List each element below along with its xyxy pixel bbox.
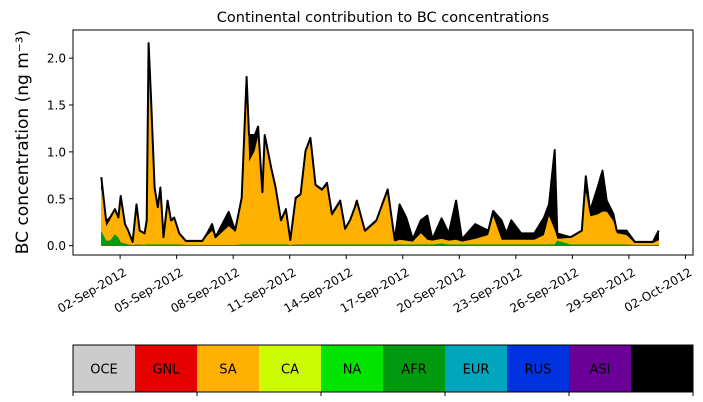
chart-title: Continental contribution to BC concentra… (217, 10, 549, 26)
legend-label-SA: SA (219, 363, 236, 378)
legend-label-GNL: GNL (152, 363, 180, 378)
legend-swatch-CA (259, 345, 322, 392)
plot-area (100, 42, 660, 247)
legend-swatch-EUR (445, 345, 508, 392)
legend-swatch-ASI (569, 345, 632, 392)
y-tick-label: 0.5 (47, 192, 66, 206)
plot-frame (72, 29, 694, 256)
legend-label-OCE: OCE (90, 363, 118, 378)
legend-swatch-SA (197, 345, 260, 392)
legend-swatch-AUS (631, 345, 694, 392)
y-tick-label: 1.5 (47, 99, 66, 113)
legend-label-RUS: RUS (525, 363, 552, 378)
y-tick-label: 2.0 (47, 52, 66, 66)
legend-frame (72, 344, 694, 393)
y-tick-label: 0.0 (47, 239, 66, 253)
total-line (100, 42, 660, 243)
legend-label-ASI: ASI (590, 363, 611, 378)
y-axis: 0.0 0.5 1.0 1.5 2.0 (47, 52, 73, 253)
y-axis-label: BC concentration (ng m⁻³) (13, 30, 33, 254)
legend-swatch-OCE (73, 345, 136, 392)
legend-label-CA: CA (281, 363, 299, 378)
x-axis: 02-Sep-201205-Sep-201208-Sep-201211-Sep-… (55, 255, 694, 316)
legend-label-AFR: AFR (401, 363, 426, 378)
legend-label-NA: NA (343, 363, 362, 378)
region-colorbar-legend: OCE GNL SA CA NA AFR EUR RUS ASI AUS (72, 344, 694, 396)
legend-label-EUR: EUR (463, 363, 490, 378)
y-tick-label: 1.0 (47, 145, 66, 159)
area-SA (101, 61, 659, 246)
legend-swatch-NA (321, 345, 384, 392)
legend-swatch-GNL (135, 345, 198, 392)
legend-swatch-RUS (507, 345, 570, 392)
legend-label-AUS: AUS (649, 363, 676, 378)
legend-swatch-AFR (383, 345, 446, 392)
